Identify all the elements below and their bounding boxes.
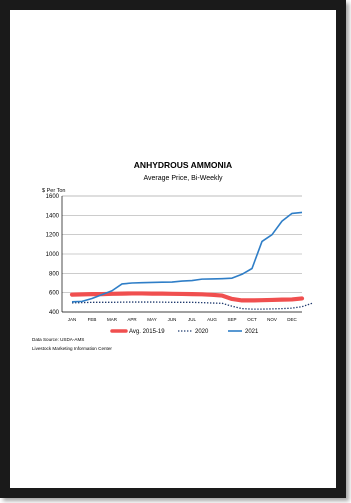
y-tick-label: 1400	[46, 213, 60, 219]
x-tick-label: JUL	[188, 317, 196, 322]
x-tick-label: SEP	[227, 317, 236, 322]
chart-title: ANHYDROUS AMMONIA	[134, 160, 232, 170]
x-tick-label: JAN	[68, 317, 77, 322]
x-tick-label: OCT	[247, 317, 257, 322]
y-tick-label: 600	[49, 291, 60, 297]
x-tick-label: JUN	[168, 317, 177, 322]
y-tick-label: 1600	[46, 194, 60, 200]
x-tick-label: APR	[127, 317, 137, 322]
series-lines	[69, 211, 313, 310]
y-tick-label: 1000	[46, 252, 60, 258]
legend-label: 2021	[245, 329, 259, 335]
legend: Avg. 2015-19 2020 2021	[110, 329, 259, 335]
x-tick-label: NOV	[267, 317, 277, 322]
x-tick-label: MAR	[107, 317, 118, 322]
y-tick-label: 1200	[46, 233, 60, 239]
y-axis-label: $ Per Ton	[42, 188, 65, 194]
x-tick-labels: JAN FEB MAR APR MAY JUN JUL AUG SEP OCT NOV DEC	[68, 317, 298, 322]
y-tick-label: 400	[49, 310, 60, 316]
y-tick-labels: 400 600 800 1000 1200 1400 1600	[46, 194, 60, 316]
document-page: ANHYDROUS AMMONIA Average Price, Bi-Week…	[10, 10, 336, 488]
legend-label: 2020	[195, 329, 209, 335]
y-tick-label: 800	[49, 271, 60, 277]
series-line-avg-2015-19	[69, 291, 305, 303]
x-tick-label: DEC	[287, 317, 297, 322]
data-source-note: Data Source: USDA-AMS	[32, 337, 85, 342]
center-note: Livestock Marketing Information Center	[32, 346, 112, 351]
chart-subtitle: Average Price, Bi-Weekly	[143, 175, 223, 182]
x-tick-label: MAY	[147, 317, 156, 322]
chart: ANHYDROUS AMMONIA Average Price, Bi-Week…	[20, 150, 326, 370]
series-line-2021	[71, 211, 303, 303]
series-line-2020	[71, 301, 313, 310]
x-tick-label: AUG	[207, 317, 217, 322]
x-tick-label: FEB	[88, 317, 97, 322]
legend-label: Avg. 2015-19	[129, 329, 165, 335]
chart-svg: ANHYDROUS AMMONIA Average Price, Bi-Week…	[42, 160, 313, 335]
